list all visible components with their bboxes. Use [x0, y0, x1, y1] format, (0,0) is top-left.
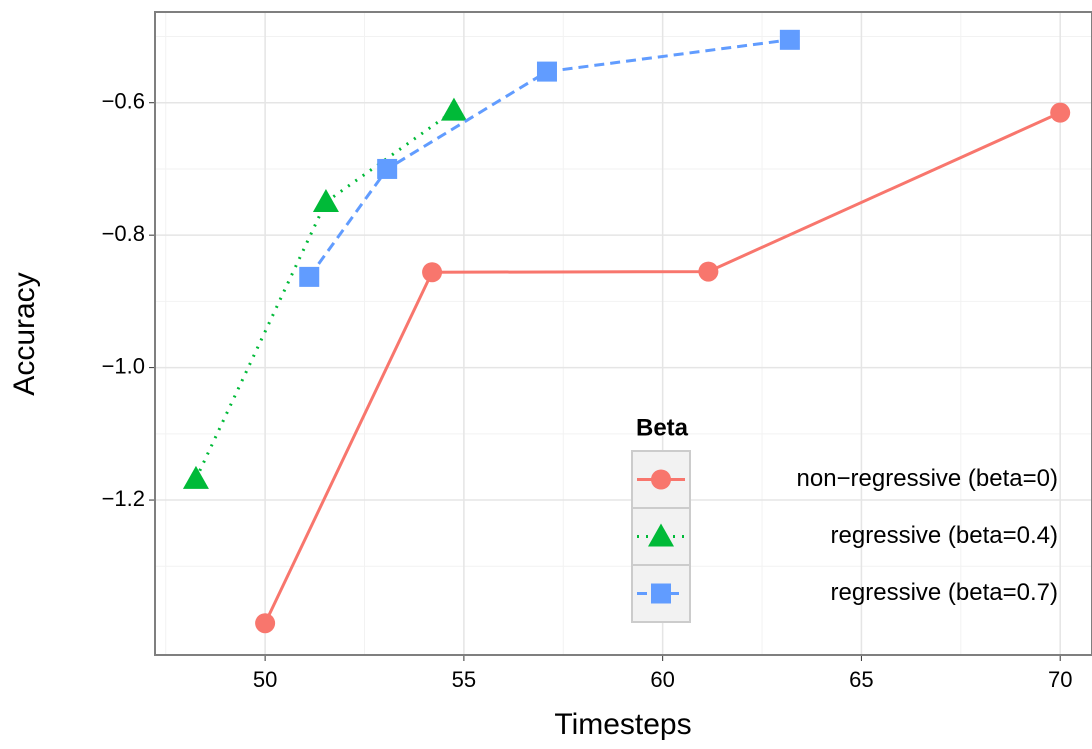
x-axis-title: Timesteps — [554, 708, 691, 741]
plot-background — [155, 12, 1092, 655]
marker — [377, 158, 398, 179]
marker — [1050, 102, 1071, 123]
series-line — [308, 38, 791, 278]
y-tick-label: −1.2 — [102, 486, 145, 511]
plot-border — [154, 11, 1092, 656]
x-tick-label: 70 — [1048, 667, 1072, 692]
x-tick-label: 55 — [452, 667, 476, 692]
marker — [440, 97, 467, 121]
marker — [182, 465, 209, 489]
y-tick-label: −1.0 — [102, 353, 145, 378]
series-line — [263, 111, 1061, 624]
y-tick-label: −0.8 — [102, 221, 145, 246]
legend-marker — [651, 469, 671, 490]
x-tick-label: 65 — [849, 667, 873, 692]
y-tick-label: −0.6 — [102, 89, 145, 114]
marker — [422, 262, 443, 283]
y-axis-title: Accuracy — [8, 272, 41, 395]
marker — [312, 189, 339, 213]
legend-marker — [648, 523, 674, 547]
legend-marker — [651, 583, 671, 604]
x-tick-label: 60 — [650, 667, 674, 692]
marker — [779, 29, 800, 50]
marker — [255, 613, 276, 634]
legend-label: regressive (beta=0.4) — [831, 522, 1058, 549]
legend-label: regressive (beta=0.7) — [831, 579, 1058, 606]
legend-label: non−regressive (beta=0) — [797, 465, 1059, 492]
x-tick-label: 50 — [253, 667, 277, 692]
legend-title: Beta — [636, 414, 689, 441]
marker — [698, 261, 719, 282]
marker — [299, 266, 320, 287]
marker — [536, 61, 557, 82]
